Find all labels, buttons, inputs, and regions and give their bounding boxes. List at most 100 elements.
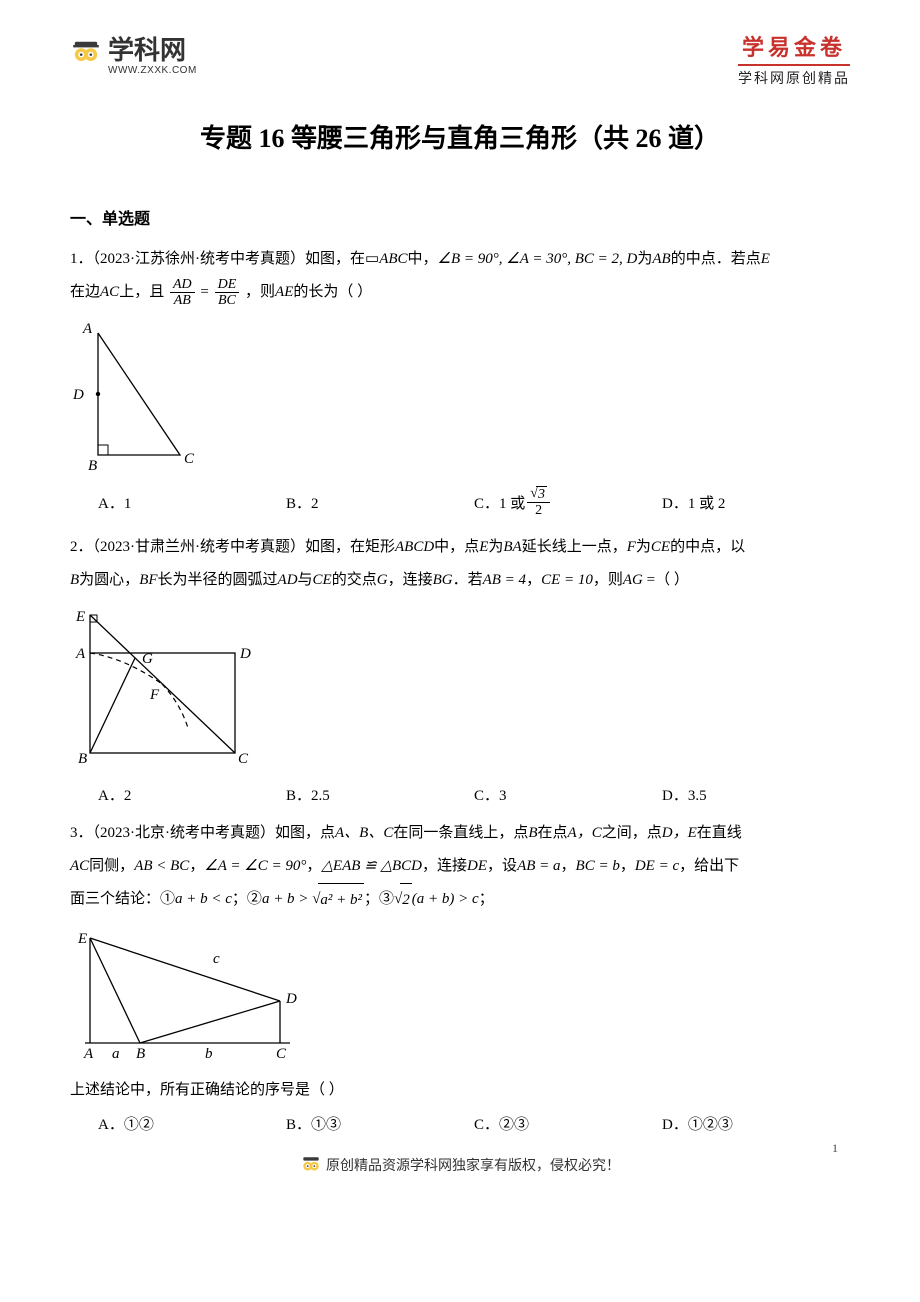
q3-bcb: BC = b [576,858,620,874]
q2-ce: CE [651,539,670,555]
q3-ask: 上述结论中，所有正确结论的序号是（ ） [70,1074,850,1107]
q1-l2b: 上，且 [119,284,164,300]
q2-ba: BA [503,539,521,555]
q1-f1d: AB [170,293,195,308]
q3-dec: DE = c [635,858,679,874]
q2-t2: 中，点 [434,539,479,555]
svg-text:F: F [149,687,160,703]
q2-opt-b: B．2.5 [286,784,474,805]
q1-opt-c-frac: √3 2 [527,486,550,519]
q1-opt-b: B．2 [286,486,474,519]
q1-f2n: DE [215,277,240,293]
q3-ablt: AB < BC [134,858,189,874]
q3-cong: △EAB ≌ △BCD [321,858,422,874]
q3-b: B [528,825,537,841]
q3-c5: ，给出下 [679,858,739,874]
logo-text-cn: 学科网 [108,30,197,67]
q1-options: A．1 B．2 C．1 或 √3 2 D．1 或 2 [98,486,850,519]
q3-s1: a + b < c [175,891,232,907]
q1cfd: 2 [527,503,550,518]
svg-text:D: D [72,387,84,403]
svg-text:B: B [136,1046,145,1062]
q2-ce2: CE [313,572,332,588]
svg-text:B: B [78,751,87,767]
q3-c2: ， [306,858,321,874]
q3-s3b: (a + b) > c [412,891,479,907]
q3-semi2: ；③ [364,891,394,907]
svg-text:A: A [83,1046,94,1062]
q2-g: G [377,572,388,588]
q3-semi1: ；② [232,891,262,907]
q1-ac: AC [100,284,119,300]
brand-bottom: 学科网原创精品 [738,68,850,88]
q3-l2b: 同侧， [89,858,134,874]
q1-src: 1．（2023·江苏徐州·统考中考真题）如图，在 [70,251,365,267]
q3-opt-c: C．②③ [474,1113,662,1134]
q2-ag: AG [623,572,643,588]
svg-text:D: D [285,991,297,1007]
q3-aba: AB = a [517,858,560,874]
q3-de: D，E [662,825,697,841]
q1-l2c: ，则 [245,284,275,300]
footer-text: 原创精品资源学科网独家享有版权，侵权必究！ [326,1155,620,1175]
q1-opt-d: D．1 或 2 [662,486,850,519]
q2-ab4: AB = 4 [483,572,526,588]
svg-text:B: B [88,458,97,474]
q1-l2a: 在边 [70,284,100,300]
svg-text:C: C [276,1046,287,1062]
q2-l2i: =（ ） [643,572,689,588]
q1-abc: ABC [379,251,407,267]
q2-bg: BG [433,572,453,588]
brand-top: 学易金卷 [738,30,850,66]
q3-t5: 在直线 [697,825,742,841]
q3-options: A．①② B．①③ C．②③ D．①②③ [98,1113,850,1134]
q3-ac: A，C [568,825,602,841]
q3-t2: 在同一条直线上，点 [393,825,528,841]
q3-src: 3．（2023·北京·统考中考真题）如图，点 [70,825,335,841]
q3-t4: 之间，点 [602,825,662,841]
svg-text:A: A [82,321,93,337]
q2-opt-c: C．3 [474,784,662,805]
footer-owl-icon [300,1154,322,1176]
logo-text-url: WWW.ZXXK.COM [108,65,197,76]
q2-l2a: B [70,572,79,588]
q3-c4: ，设 [487,858,517,874]
q2-l2g: ．若 [453,572,483,588]
q1-f1n: AD [170,277,195,293]
page-number: 1 [832,1141,838,1156]
svg-text:b: b [205,1046,213,1062]
svg-text:E: E [75,609,85,625]
section-header: 一、单选题 [70,205,850,229]
q1-l2d: 的长为（ ） [293,284,372,300]
q3-sqrt2: √2 [394,883,412,917]
q2-l2d: 与 [298,572,313,588]
q3-l3a: 面三个结论：① [70,891,175,907]
q3-abc: A、B、C [335,825,393,841]
q1-t2: 中， [408,251,438,267]
q2-src: 2．（2023·甘肃兰州·统考中考真题）如图，在矩形 [70,539,395,555]
q3-l2a: AC [70,858,89,874]
q3-cm1: ， [561,858,576,874]
q3-opt-d: D．①②③ [662,1113,850,1134]
q1-cond: ∠B = 90°, ∠A = 30°, BC = 2, D [438,251,638,267]
svg-text:C: C [238,751,249,767]
footer: 原创精品资源学科网独家享有版权，侵权必究！ [70,1154,850,1176]
q1-opt-c: C．1 或 √3 2 [474,486,662,519]
q2-abcd: ABCD [395,539,434,555]
svg-text:a: a [112,1046,120,1062]
svg-text:G: G [142,651,153,667]
q3-semi3: ； [479,891,494,907]
q3-c3: ，连接 [422,858,467,874]
svg-text:C: C [184,451,195,467]
q2-l2f: ，连接 [388,572,433,588]
q2-l2c: 长为半径的圆弧过 [158,572,278,588]
figure-2: E A B C D G F [70,603,850,778]
header-row: 学科网 WWW.ZXXK.COM 学易金卷 学科网原创精品 [70,30,850,88]
q2-ce10: CE = 10 [541,572,593,588]
owl-icon [70,37,102,69]
q2-t3: 为 [488,539,503,555]
q3-sqrt1: √a² + b² [312,883,364,917]
q3-c1: ， [189,858,204,874]
figure-1: A D B C [70,315,850,480]
logo-left: 学科网 WWW.ZXXK.COM [70,30,197,76]
